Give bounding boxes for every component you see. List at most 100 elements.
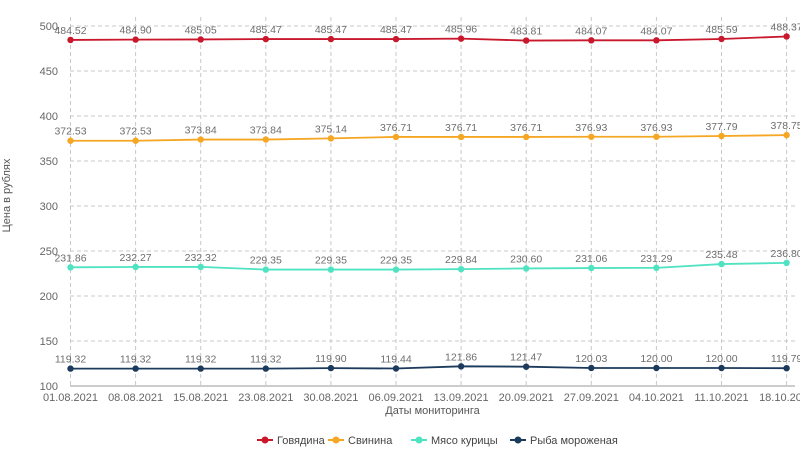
- data-point[interactable]: [392, 266, 400, 273]
- legend-item[interactable]: Рыба мороженая: [510, 435, 618, 447]
- legend-swatch-marker: [261, 436, 269, 444]
- data-label: 119.90: [315, 353, 346, 365]
- data-point[interactable]: [262, 365, 269, 372]
- y-tick-label: 200: [40, 291, 58, 303]
- data-point[interactable]: [197, 365, 204, 372]
- y-tick-label: 400: [40, 111, 58, 123]
- data-label: 484.52: [54, 25, 86, 37]
- data-point[interactable]: [67, 36, 74, 44]
- x-tick-label: 13.09.2021: [434, 392, 489, 404]
- data-label: 119.32: [250, 354, 281, 366]
- data-label: 485.05: [185, 24, 217, 36]
- data-point[interactable]: [67, 137, 74, 144]
- data-point[interactable]: [653, 133, 660, 140]
- legend-label: Мясо курицы: [431, 435, 498, 447]
- data-point[interactable]: [392, 35, 400, 43]
- data-label: 120.03: [575, 353, 607, 365]
- x-tick-label: 20.09.2021: [499, 392, 554, 404]
- data-label: 231.06: [575, 253, 607, 265]
- data-point[interactable]: [457, 265, 465, 273]
- data-point[interactable]: [718, 364, 725, 372]
- data-label: 120.00: [705, 353, 737, 365]
- legend-item[interactable]: Говядина: [257, 435, 326, 447]
- data-label: 229.35: [315, 255, 347, 267]
- data-point[interactable]: [262, 136, 269, 143]
- data-point[interactable]: [783, 259, 790, 267]
- x-tick-label: 01.08.2021: [43, 392, 98, 404]
- data-label: 230.60: [510, 253, 542, 265]
- data-point[interactable]: [392, 133, 400, 141]
- data-label: 372.53: [120, 126, 152, 138]
- data-point[interactable]: [197, 36, 204, 43]
- data-point[interactable]: [197, 263, 204, 271]
- data-point[interactable]: [457, 35, 465, 42]
- data-label: 373.84: [250, 125, 282, 137]
- data-point[interactable]: [67, 365, 74, 372]
- legend-item[interactable]: Мясо курицы: [411, 435, 498, 447]
- data-point[interactable]: [588, 133, 595, 140]
- data-label: 485.47: [250, 24, 282, 36]
- data-point[interactable]: [653, 264, 660, 272]
- data-label: 485.47: [380, 24, 412, 36]
- data-point[interactable]: [262, 266, 269, 273]
- data-label: 485.96: [445, 24, 477, 36]
- data-label: 119.79: [771, 353, 800, 365]
- data-label: 484.07: [575, 25, 607, 37]
- x-tick-label: 11.10.2021: [694, 392, 748, 404]
- data-point[interactable]: [653, 37, 660, 44]
- legend-swatch-marker: [415, 436, 423, 444]
- y-tick-label: 100: [40, 381, 58, 393]
- data-point[interactable]: [718, 132, 725, 140]
- data-point[interactable]: [132, 365, 139, 372]
- data-point[interactable]: [327, 266, 335, 273]
- data-point[interactable]: [457, 133, 465, 141]
- data-point[interactable]: [523, 265, 530, 272]
- data-label: 485.47: [315, 24, 347, 36]
- series-3: [67, 259, 790, 273]
- data-point[interactable]: [132, 137, 139, 144]
- legend-item[interactable]: Свинина: [328, 435, 393, 447]
- data-point[interactable]: [197, 136, 204, 143]
- data-label: 232.27: [120, 252, 152, 264]
- data-point[interactable]: [783, 131, 790, 139]
- data-point[interactable]: [392, 365, 400, 372]
- data-point[interactable]: [783, 364, 790, 372]
- x-axis-title: Даты мониторинга: [385, 405, 480, 417]
- data-point[interactable]: [718, 260, 725, 268]
- data-label: 483.81: [510, 26, 542, 38]
- data-point[interactable]: [457, 363, 465, 370]
- data-point[interactable]: [588, 264, 595, 272]
- data-point[interactable]: [262, 35, 269, 43]
- data-label: 119.32: [120, 354, 151, 366]
- x-tick-label: 08.08.2021: [108, 392, 163, 404]
- grid-layer: [70, 17, 795, 386]
- data-point[interactable]: [523, 37, 530, 44]
- series-line: [70, 134, 787, 142]
- data-point[interactable]: [327, 364, 335, 372]
- data-label: 229.35: [250, 255, 282, 267]
- series-line: [70, 35, 787, 42]
- legend-label: Свинина: [348, 435, 393, 447]
- data-point[interactable]: [67, 264, 74, 271]
- data-point[interactable]: [718, 35, 725, 43]
- data-point[interactable]: [132, 263, 139, 271]
- data-point[interactable]: [327, 135, 335, 142]
- data-label: 376.93: [575, 122, 607, 134]
- data-label: 119.44: [380, 354, 411, 366]
- data-label: 488.37: [771, 21, 800, 33]
- data-point[interactable]: [588, 37, 595, 44]
- data-point[interactable]: [327, 35, 335, 43]
- data-point[interactable]: [523, 133, 530, 141]
- x-tick-label: 06.09.2021: [368, 392, 423, 404]
- series-1: [67, 33, 790, 44]
- y-tick-label: 500: [40, 21, 58, 33]
- data-label: 119.32: [185, 354, 216, 366]
- x-tick-label: 23.08.2021: [238, 392, 293, 404]
- x-tick-label: 18.10.2021: [759, 392, 800, 404]
- data-point[interactable]: [132, 36, 139, 43]
- data-point[interactable]: [588, 364, 595, 372]
- data-label: 376.71: [445, 122, 477, 134]
- data-point[interactable]: [523, 363, 530, 370]
- data-point[interactable]: [783, 33, 790, 40]
- data-point[interactable]: [653, 364, 660, 372]
